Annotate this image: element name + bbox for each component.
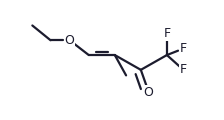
Text: F: F — [163, 27, 170, 40]
Text: F: F — [180, 63, 187, 76]
Text: O: O — [65, 34, 75, 47]
Text: F: F — [180, 42, 187, 55]
Text: O: O — [144, 86, 154, 99]
